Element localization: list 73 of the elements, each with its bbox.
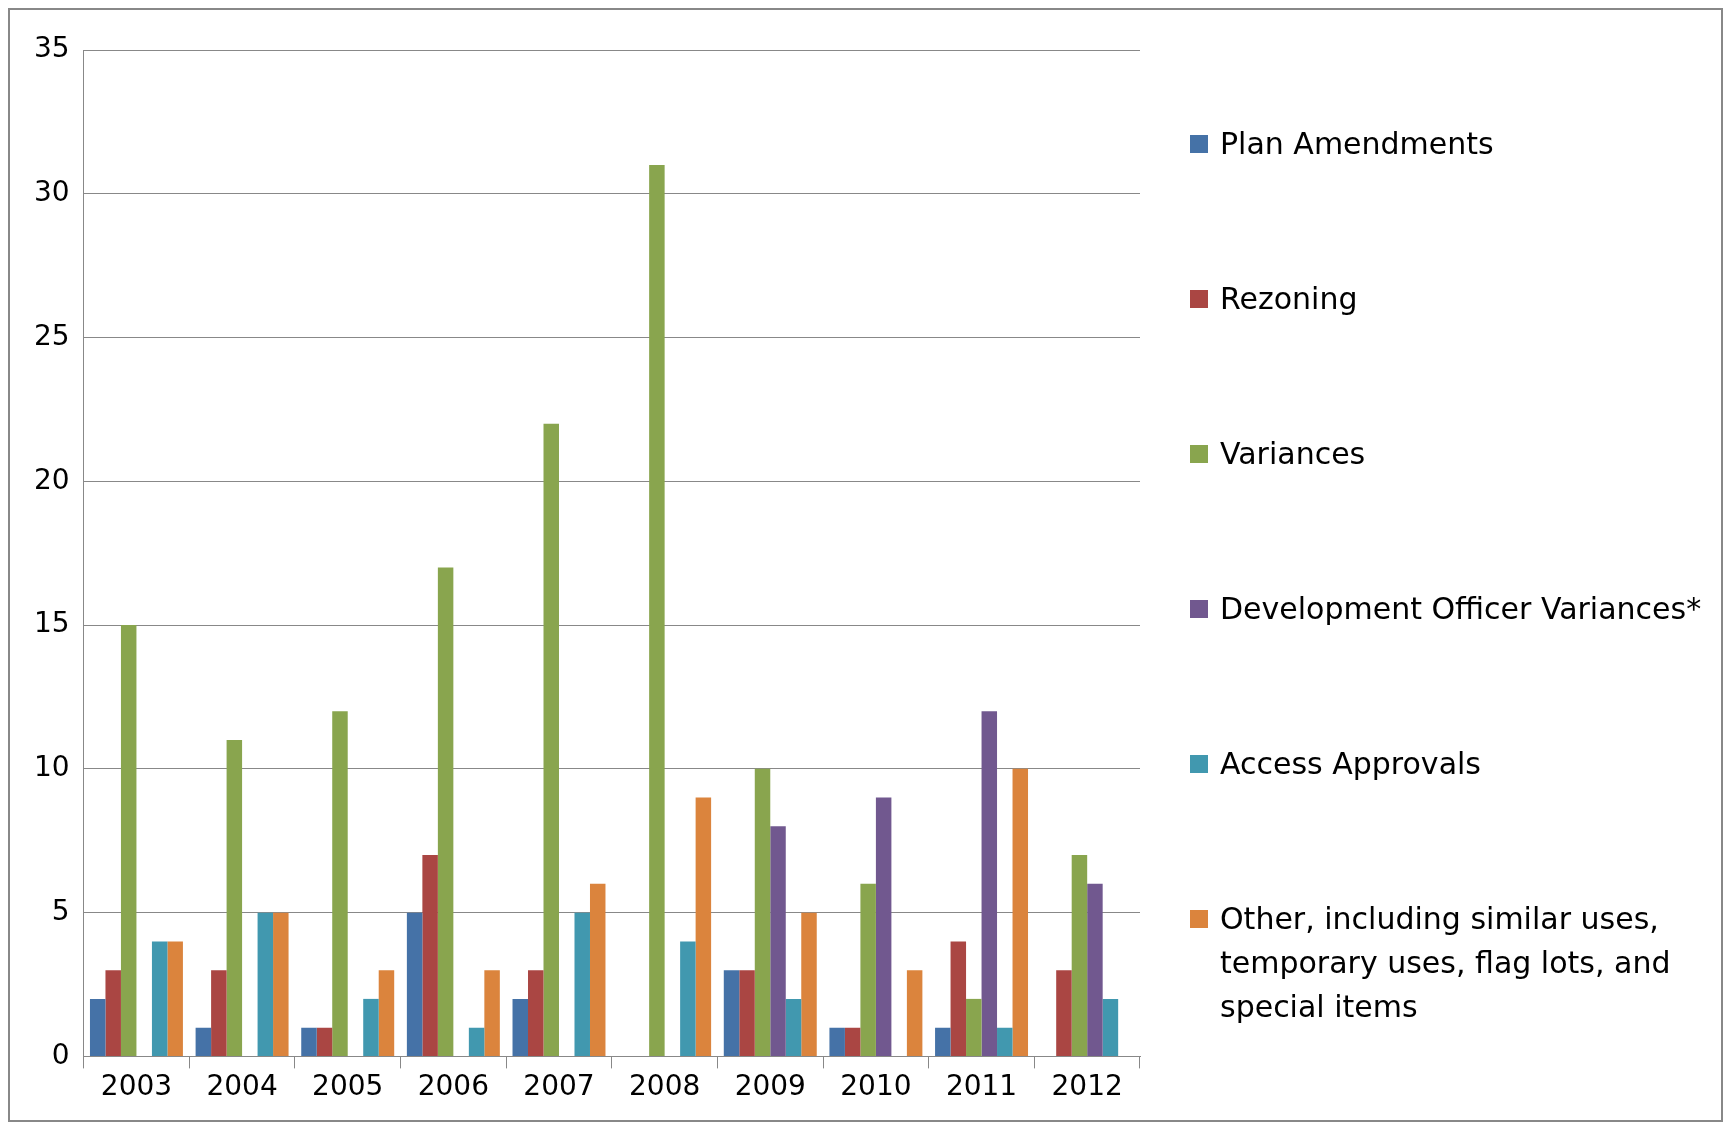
bar (906, 970, 923, 1056)
x-tick-label: 2003 (100, 1069, 173, 1103)
bar (316, 1027, 333, 1056)
bar (981, 711, 998, 1056)
bar (966, 998, 982, 1056)
x-tick-label: 2010 (840, 1069, 912, 1103)
bar (422, 855, 438, 1056)
bar (363, 998, 379, 1056)
bar (528, 970, 544, 1056)
bar (195, 1027, 212, 1056)
bar (273, 912, 289, 1056)
bar (1012, 768, 1029, 1056)
legend-label: Rezoning (1220, 280, 1358, 318)
bar (437, 567, 454, 1056)
bar (167, 941, 183, 1056)
bar (468, 1027, 485, 1056)
bar (754, 768, 771, 1056)
bar (378, 970, 395, 1056)
bar (151, 941, 168, 1056)
bar (543, 423, 559, 1056)
bar (860, 883, 876, 1056)
x-tick-label: 2012 (1051, 1069, 1123, 1103)
x-tick-label: 2011 (945, 1069, 1018, 1103)
y-tick-label: 30 (33, 175, 70, 209)
bar (406, 912, 423, 1056)
y-tick-label: 20 (33, 462, 70, 496)
bar (120, 625, 137, 1056)
bar (332, 711, 348, 1056)
y-tick-label: 25 (33, 318, 70, 352)
x-tick-label: 2007 (523, 1069, 595, 1103)
bar (574, 912, 590, 1056)
x-tick-label: 2009 (734, 1069, 806, 1103)
bar (801, 912, 817, 1056)
y-tick-label: 0 (51, 1037, 70, 1071)
y-tick-label: 5 (51, 893, 70, 927)
bar (257, 912, 274, 1056)
bar (770, 826, 786, 1056)
bar (226, 740, 243, 1056)
bar (723, 970, 740, 1056)
legend-label: Other, including similar uses, temporary uses, flag lots, and special items (1220, 900, 1672, 1026)
bar (844, 1027, 861, 1056)
y-tick-label: 35 (33, 31, 70, 65)
legend-label: Plan Amendments (1220, 125, 1494, 163)
bar (680, 941, 696, 1056)
bar (1071, 855, 1088, 1056)
x-tick-label: 2008 (629, 1069, 701, 1103)
bar (484, 970, 500, 1056)
bar (829, 1027, 845, 1056)
legend-label: Variances (1220, 435, 1366, 473)
bar (211, 970, 227, 1056)
bar (935, 1027, 951, 1056)
bar (695, 797, 712, 1056)
bar (1087, 883, 1103, 1056)
bar (105, 970, 121, 1056)
bar (649, 165, 665, 1056)
bar (1056, 970, 1072, 1056)
bar (1102, 998, 1119, 1056)
bar (589, 883, 606, 1056)
x-tick-label: 2004 (206, 1069, 278, 1103)
bar (997, 1027, 1013, 1056)
bar (512, 998, 529, 1056)
bar (739, 970, 755, 1056)
bar (89, 998, 106, 1056)
bar (875, 797, 892, 1056)
bar (785, 998, 802, 1056)
bar (301, 1027, 317, 1056)
y-tick-label: 10 (33, 750, 70, 784)
y-tick-label: 15 (33, 606, 70, 640)
x-tick-label: 2005 (312, 1069, 384, 1103)
x-tick-label: 2006 (417, 1069, 489, 1103)
bar (950, 941, 967, 1056)
legend-label: Access Approvals (1220, 745, 1481, 783)
legend-label: Development Officer Variances* (1220, 590, 1702, 628)
